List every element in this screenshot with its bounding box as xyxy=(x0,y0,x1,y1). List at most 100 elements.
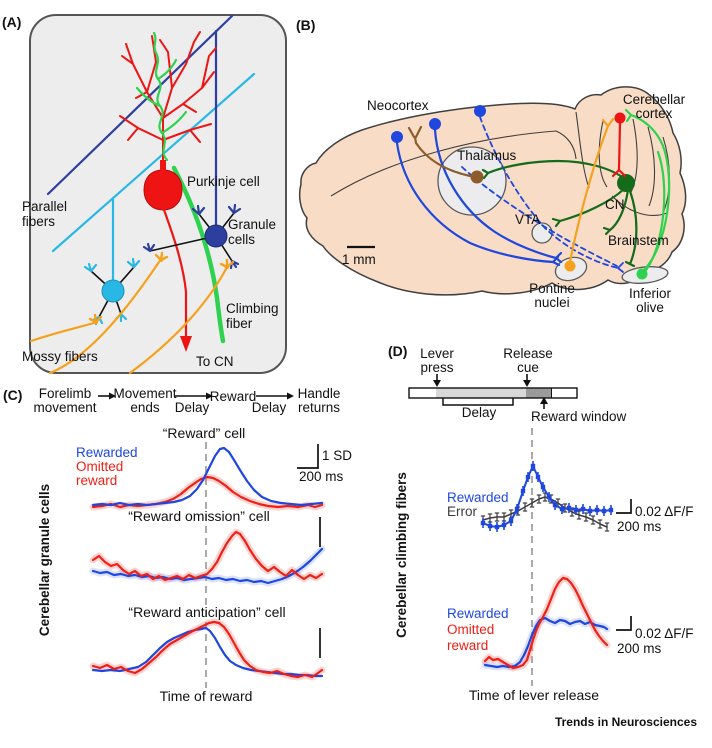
cortical-neuron-3 xyxy=(474,105,486,117)
panel-a: (A) xyxy=(2,14,287,375)
purkinje-cell-label: Purkinje cell xyxy=(187,174,260,189)
neocortex-label: Neocortex xyxy=(367,98,429,113)
d1-rewarded-markers xyxy=(480,461,614,532)
cn-label: CN xyxy=(605,197,625,212)
panel-b: (B) xyxy=(296,17,687,315)
climbing-fiber-label2: fiber xyxy=(226,316,253,331)
lever-press-arrow xyxy=(433,380,441,387)
c2-omitted-trace xyxy=(91,530,324,582)
d2-scalebar xyxy=(616,616,632,631)
d1-scalebar-ms-label: 200 ms xyxy=(617,519,662,534)
cerebellar-cortex-label: Cerebellar xyxy=(623,92,686,107)
flow-arrow-1 xyxy=(109,392,116,400)
granule-cell-blue xyxy=(142,203,242,270)
flow-delay-1: Delay xyxy=(175,400,210,415)
trial-bar-reward-segment xyxy=(526,388,551,398)
scalebar-1mm-label: 1 mm xyxy=(342,252,376,267)
delay-bracket xyxy=(442,398,514,406)
olivocerebellar-projection xyxy=(624,108,671,274)
flow-arrow-2 xyxy=(206,392,213,400)
pontocerebellar-projection xyxy=(568,117,615,264)
corticothalamic-projection xyxy=(407,125,472,178)
release-cue-label: Release xyxy=(503,346,553,361)
parallel-fibers-label: Parallel xyxy=(22,199,67,214)
flow-step1b: movement xyxy=(33,400,96,415)
reward-omission-cell-title: “Reward omission” cell xyxy=(128,508,270,524)
mossy-rosettes xyxy=(88,251,235,324)
panel-c-label: (C) xyxy=(3,387,22,403)
reward-window-arrow xyxy=(540,397,548,404)
reward-window-label: Reward window xyxy=(531,409,627,424)
pontine-label2: nuclei xyxy=(534,295,569,310)
reward-cell-title: “Reward” cell xyxy=(163,425,245,441)
cortical-neuron-2 xyxy=(429,118,441,130)
reward-anticipation-cell-title: “Reward anticipation” cell xyxy=(128,604,285,620)
purkinje-axon xyxy=(161,205,192,352)
climbing-fiber-label: Climbing xyxy=(226,301,279,316)
legend-d1-error: Error xyxy=(447,504,478,519)
flow-step2: Movement xyxy=(113,386,176,401)
journal-name: Trends in Neurosciences xyxy=(555,715,697,729)
panel-c-ylabel: Cerebellar granule cells xyxy=(37,484,52,636)
cerebellar-cortex-dot xyxy=(614,112,626,124)
legend-c-rewarded: Rewarded xyxy=(76,445,138,460)
trial-bar-delay-segment xyxy=(436,388,526,398)
legend-c-omitted2: reward xyxy=(76,473,117,488)
corticopontine-projections xyxy=(395,128,563,267)
cortico-olivary-dashed-projections xyxy=(461,116,619,269)
legend-d2-omitted: Omitted xyxy=(447,622,494,637)
parallel-fibers-lines xyxy=(46,14,256,283)
panel-c-xlabel: Time of reward xyxy=(160,688,253,704)
d2-omitted-trace xyxy=(483,576,609,670)
purkinje-dendrites xyxy=(119,31,217,169)
flow-step4b: returns xyxy=(298,400,340,415)
flow-step4: Handle xyxy=(298,386,341,401)
panel-b-label: (B) xyxy=(296,17,315,33)
panel-d-ylabel: Cerebellar climbing fibers xyxy=(394,472,409,638)
panel-d-xlabel: Time of lever release xyxy=(469,687,599,703)
c1-rewarded-trace xyxy=(91,446,324,507)
vta-label: VTA xyxy=(515,212,540,227)
purkinje-to-cn-projection xyxy=(611,121,627,178)
granule-claws-blue xyxy=(142,203,242,270)
flow-delay-2: Delay xyxy=(252,400,287,415)
c1-omitted-band xyxy=(89,473,326,511)
pontine-neuron-dot xyxy=(564,260,576,272)
brainstem-label: Brainstem xyxy=(608,233,669,248)
flow-step2b: ends xyxy=(130,400,160,415)
panel-a-label: (A) xyxy=(2,14,21,30)
lever-press-label: Lever xyxy=(420,346,454,361)
granule-cells-label2: cells xyxy=(228,232,255,247)
granule-cells-label: Granule xyxy=(228,217,276,232)
legend-d1-rewarded: Rewarded xyxy=(447,490,509,505)
panel-d: (D) Lever press Release cue Delay Reward… xyxy=(388,343,694,703)
pontine-label: Pontine xyxy=(529,281,575,296)
climbing-fiber-arbor xyxy=(135,31,188,162)
c-scalebar-sd-label: 1 SD xyxy=(322,448,352,463)
panel-c: (C) Forelimb movement Movement ends Dela… xyxy=(3,386,352,704)
d1-scalebar-df-label: 0.02 ΔF/F xyxy=(635,504,694,519)
c3-rewarded-trace xyxy=(91,626,324,678)
olive-neuron-dot xyxy=(636,268,648,280)
c2-rewarded-trace xyxy=(91,547,324,585)
olivary-terminal xyxy=(617,262,624,273)
cortical-neuron-1 xyxy=(391,131,403,143)
cn-shape xyxy=(617,174,635,192)
d2-scalebar-ms-label: 200 ms xyxy=(617,641,662,656)
lever-press-label2: press xyxy=(420,360,453,375)
d2-scalebar-df-label: 0.02 ΔF/F xyxy=(635,626,694,641)
c3-omitted-trace xyxy=(91,620,324,679)
legend-d2-rewarded: Rewarded xyxy=(447,606,509,621)
to-cn-label: To CN xyxy=(196,354,234,369)
purkinje-apex xyxy=(160,160,166,174)
panel-d-label: (D) xyxy=(388,343,407,359)
inferior-olive-label: Inferior xyxy=(629,286,672,301)
c1-omitted-trace xyxy=(91,475,324,509)
task-flow: Forelimb movement Movement ends Delay Re… xyxy=(33,386,340,415)
mossy-fibers xyxy=(29,260,228,375)
thalamus-label: Thalamus xyxy=(457,148,517,163)
mossy-fibers-label: Mossy fibers xyxy=(22,349,98,364)
inferior-olive-label2: olive xyxy=(636,300,664,315)
